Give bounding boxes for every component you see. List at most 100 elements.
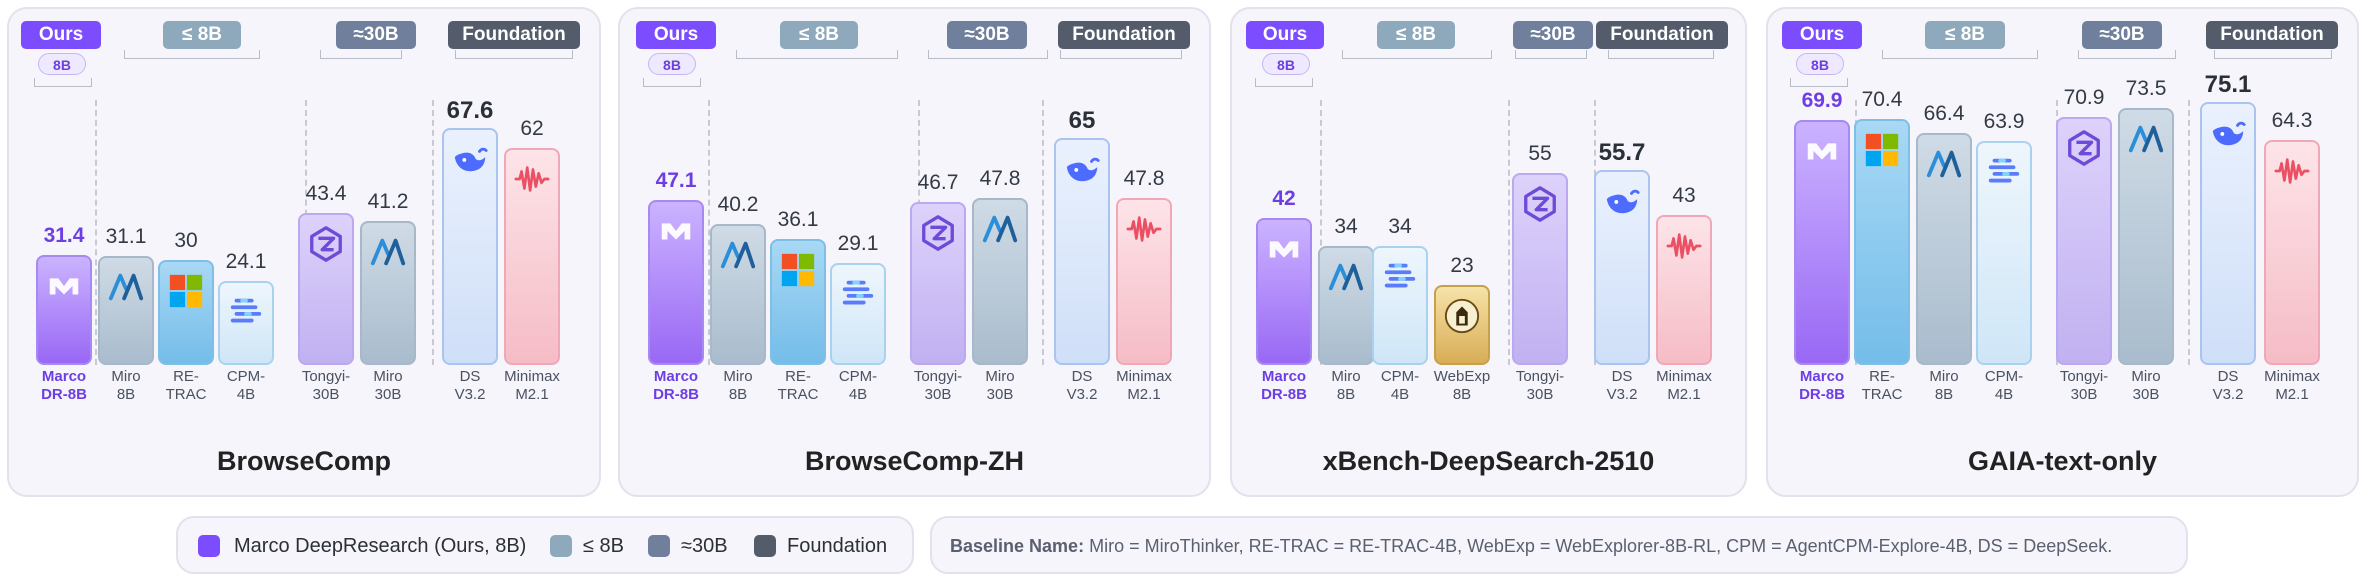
category-label-line: M2.1 xyxy=(515,386,549,403)
value-label-ds-v32: 67.6 xyxy=(446,97,494,125)
miro-logo-icon xyxy=(369,233,407,271)
group-divider xyxy=(2188,100,2190,365)
category-label-line: Minimax xyxy=(1116,368,1172,385)
bar-re-trac xyxy=(770,238,826,365)
category-label-line: Tongyi- xyxy=(2059,368,2109,385)
category-label-line: WebExp xyxy=(1433,368,1491,385)
category-label-ds-v32: DS V3.2 xyxy=(1042,368,1122,404)
chart-title-1: BrowseComp xyxy=(216,446,392,476)
category-label-marco: Marco DR-8B xyxy=(24,368,104,404)
legend-label-ours: Marco DeepResearch (Ours, 8B) xyxy=(234,535,527,557)
miro-logo-icon xyxy=(719,236,757,274)
category-label-line: DR-8B xyxy=(1261,386,1307,403)
miro-logo-icon xyxy=(1327,258,1365,296)
group-bracket xyxy=(320,50,402,59)
category-label-line: 30B xyxy=(2070,386,2098,403)
legend-swatch-foundation xyxy=(754,535,776,557)
category-label-minimax-m21: Minimax M2.1 xyxy=(1644,368,1724,404)
baseline-note-box: Baseline Name: Miro = MiroThinker, RE-TR… xyxy=(930,516,2188,574)
category-label-line: 30B xyxy=(312,386,340,403)
category-label-line: 8B xyxy=(1934,386,1954,403)
bar-miro-8b xyxy=(98,256,154,365)
category-label-line: Tongyi- xyxy=(913,368,963,385)
value-label-tongyi-30b: 70.9 xyxy=(2063,85,2105,109)
value-label-marco: 69.9 xyxy=(1801,89,1843,113)
group-bracket xyxy=(34,78,92,87)
value-label-ds-v32: 75.1 xyxy=(2204,71,2252,99)
tongyi-logo-icon xyxy=(2065,129,2103,167)
group-bracket xyxy=(124,50,260,59)
wave-logo-icon xyxy=(1125,210,1163,248)
category-label-line: M2.1 xyxy=(2275,386,2309,403)
group-bracket xyxy=(643,78,701,87)
bar-cpm-4b xyxy=(218,280,274,365)
category-label-line: CPM- xyxy=(1380,368,1420,385)
size-pill-8b: 8B xyxy=(38,53,86,75)
group-bracket xyxy=(2078,50,2176,59)
group-bracket xyxy=(928,50,1048,59)
category-label-ds-v32: DS V3.2 xyxy=(430,368,510,404)
tongyi-logo-icon xyxy=(1521,185,1559,223)
category-label-line: 4B xyxy=(236,386,256,403)
category-label-line: 8B xyxy=(1452,386,1472,403)
category-label-marco: Marco DR-8B xyxy=(636,368,716,404)
value-label-marco: 42 xyxy=(1272,187,1296,210)
category-label-line: Tongyi- xyxy=(1515,368,1565,385)
bar-miro-30b xyxy=(2118,107,2174,365)
category-label-line: V3.2 xyxy=(1606,386,1638,403)
category-label-cpm-4b: CPM- 4B xyxy=(1360,368,1440,404)
category-label-line: Minimax xyxy=(2264,368,2320,385)
group-bracket xyxy=(1342,50,1492,59)
category-label-miro-30b: Miro 30B xyxy=(2106,368,2186,404)
category-label-line: 4B xyxy=(1994,386,2014,403)
category-label-line: Marco xyxy=(41,368,87,385)
bar-minimax-m21 xyxy=(1656,214,1712,365)
category-label-line: M2.1 xyxy=(1667,386,1701,403)
group-chip-f30: ≈30B xyxy=(1513,21,1593,49)
group-divider xyxy=(1042,100,1044,365)
value-label-re-trac: 70.4 xyxy=(1861,87,1903,111)
bar-tongyi-30b xyxy=(2056,116,2112,365)
category-label-miro-8b: Miro 8B xyxy=(86,368,166,404)
category-label-line: 8B xyxy=(116,386,136,403)
bar-miro-30b xyxy=(972,197,1028,365)
category-label-line: Tongyi- xyxy=(301,368,351,385)
category-label-line: V3.2 xyxy=(454,386,486,403)
category-label-tongyi-30b: Tongyi- 30B xyxy=(1500,368,1580,404)
value-label-cpm-4b: 29.1 xyxy=(837,232,879,256)
value-label-miro-30b: 41.2 xyxy=(367,189,409,213)
category-label-miro-30b: Miro 30B xyxy=(960,368,1040,404)
group-bracket xyxy=(1515,50,1587,59)
category-label-line: Marco xyxy=(1799,368,1845,385)
bar-tongyi-30b xyxy=(910,201,966,365)
bar-ds-v32 xyxy=(2200,102,2256,365)
windows-logo-icon xyxy=(167,272,205,310)
group-chip-le8: ≤ 8B xyxy=(1377,21,1455,49)
category-label-line: Minimax xyxy=(504,368,560,385)
category-label-line: 8B xyxy=(1336,386,1356,403)
category-label-line: CPM- xyxy=(226,368,266,385)
category-label-line: RE- xyxy=(173,368,199,385)
category-label-line: Marco xyxy=(653,368,699,385)
bar-cpm-4b xyxy=(1976,141,2032,365)
value-label-minimax-m21: 47.8 xyxy=(1123,166,1165,190)
category-label-tongyi-30b: Tongyi- 30B xyxy=(898,368,978,404)
group-chip-f30: ≈30B xyxy=(2082,21,2162,49)
value-label-cpm-4b: 63.9 xyxy=(1983,110,2025,134)
category-label-line: DR-8B xyxy=(653,386,699,403)
category-label-minimax-m21: Minimax M2.1 xyxy=(2252,368,2332,404)
category-label-line: TRAC xyxy=(777,386,819,403)
baseline-note: Baseline Name: Miro = MiroThinker, RE-TR… xyxy=(950,536,2112,557)
cpm-logo-icon xyxy=(839,275,877,313)
baseline-note-label: Baseline Name: xyxy=(950,536,1085,556)
category-label-line: DS xyxy=(1071,368,1093,385)
value-label-cpm-4b: 34 xyxy=(1388,215,1412,238)
category-label-line: 4B xyxy=(848,386,868,403)
group-chip-le8: ≤ 8B xyxy=(163,21,241,49)
value-label-webexp-8b: 23 xyxy=(1450,253,1474,277)
category-label-line: Marco xyxy=(1261,368,1307,385)
group-chip-le8: ≤ 8B xyxy=(780,21,858,49)
category-label-re-trac: RE- TRAC xyxy=(758,368,838,404)
category-label-line: 30B xyxy=(1526,386,1554,403)
wave-logo-icon xyxy=(513,160,551,198)
